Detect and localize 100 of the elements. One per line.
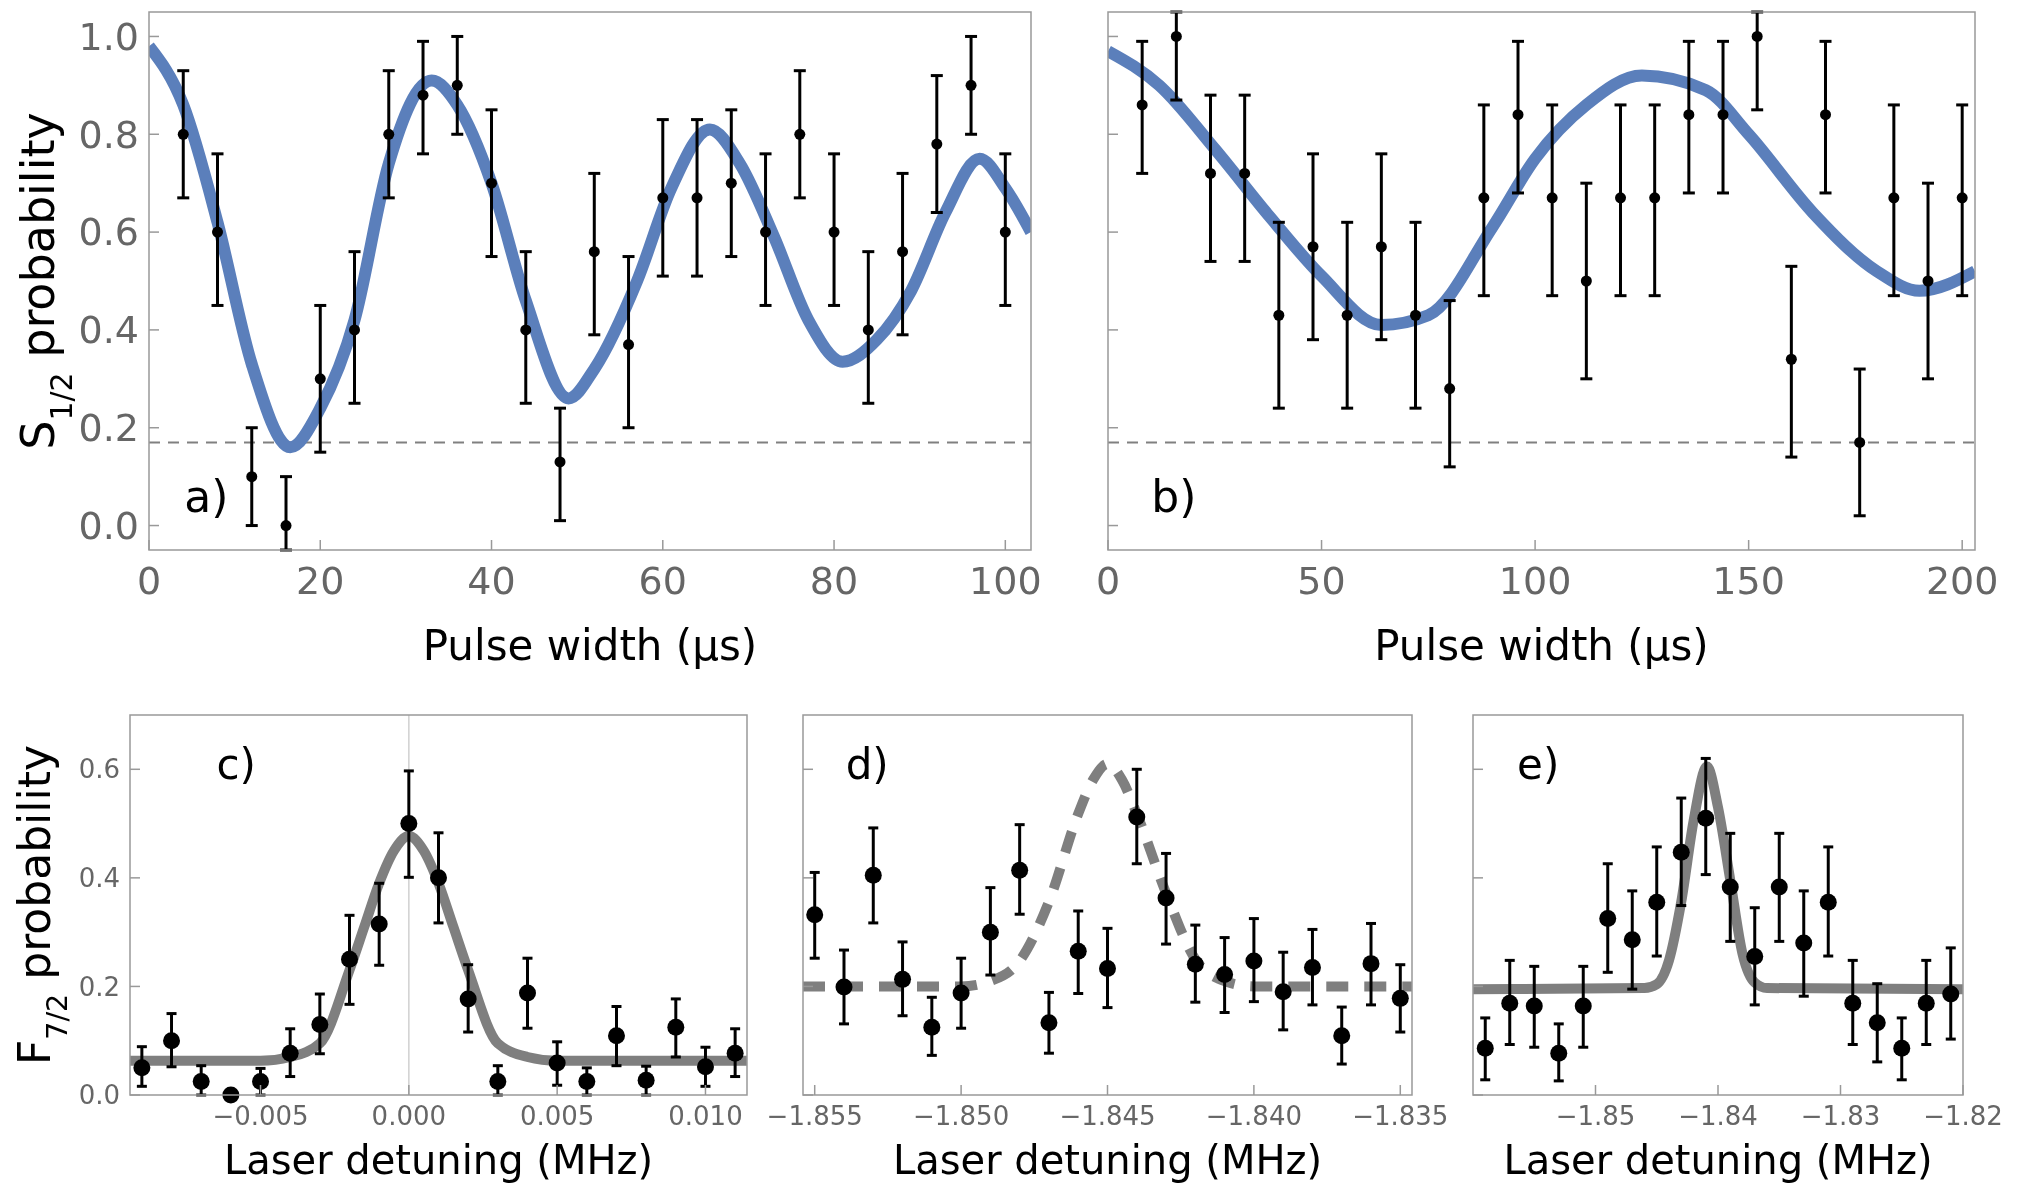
point	[1672, 843, 1690, 861]
x-tick-label: −1.85	[1555, 1100, 1636, 1131]
point	[897, 246, 909, 258]
y-tick-label: 0.4	[78, 862, 120, 893]
point	[1273, 309, 1285, 321]
point	[931, 138, 943, 150]
point	[370, 915, 388, 933]
point	[760, 226, 772, 238]
point	[281, 1044, 299, 1062]
point	[1615, 192, 1627, 204]
x-tick-label: −1.84	[1678, 1100, 1758, 1131]
point	[1683, 109, 1695, 121]
point	[1697, 809, 1715, 827]
point	[1795, 934, 1813, 952]
y-tick-label: 0.8	[78, 112, 139, 157]
point	[212, 226, 224, 238]
point	[177, 128, 189, 140]
point	[548, 1054, 566, 1072]
point	[637, 1071, 655, 1089]
point	[349, 324, 361, 336]
point	[1785, 353, 1797, 365]
point	[1844, 994, 1862, 1012]
point	[417, 89, 429, 101]
point	[1751, 30, 1763, 42]
point	[864, 866, 882, 884]
point	[1099, 960, 1116, 978]
point	[1956, 192, 1968, 204]
point	[1580, 275, 1592, 287]
point	[554, 456, 566, 468]
point	[1069, 942, 1087, 960]
point	[981, 923, 999, 941]
point	[1333, 1027, 1351, 1045]
x-tick-label: −1.840	[1205, 1100, 1302, 1131]
point	[1854, 436, 1866, 448]
point	[1362, 955, 1380, 973]
point	[1648, 893, 1666, 911]
point	[1186, 955, 1204, 973]
annotation: d)	[845, 740, 889, 790]
point	[726, 1044, 744, 1062]
point	[459, 990, 477, 1008]
point	[383, 128, 395, 140]
point	[965, 79, 977, 91]
point	[489, 1072, 507, 1090]
point	[999, 226, 1011, 238]
x-axis-title: Laser detuning (MHz)	[892, 1137, 1323, 1183]
x-axis-title: Laser detuning (MHz)	[1503, 1137, 1933, 1183]
point	[192, 1072, 210, 1090]
point	[588, 246, 600, 258]
x-tick-label: −1.82	[1923, 1100, 2003, 1131]
point	[1819, 893, 1837, 911]
x-tick-label: 50	[1297, 558, 1346, 603]
point	[280, 520, 292, 532]
point	[1746, 948, 1764, 966]
point	[341, 950, 359, 968]
y-tick-label: 0.2	[78, 971, 120, 1002]
point	[252, 1072, 270, 1090]
point	[828, 226, 840, 238]
x-tick-label: −1.855	[766, 1100, 863, 1131]
x-tick-label: 0	[136, 558, 162, 603]
point	[667, 1018, 685, 1036]
point	[1157, 889, 1175, 907]
point	[691, 192, 703, 204]
point	[1649, 192, 1661, 204]
point	[1501, 994, 1519, 1012]
point	[430, 869, 447, 887]
point	[1245, 952, 1263, 970]
x-tick-label: 0.000	[371, 1100, 447, 1131]
annotation: c)	[216, 740, 256, 790]
x-tick-label: −1.83	[1800, 1100, 1881, 1131]
x-axis-title: Pulse width (μs)	[1374, 621, 1709, 670]
point	[862, 324, 874, 336]
x-tick-label: 80	[809, 558, 859, 603]
point	[1546, 192, 1558, 204]
point	[1274, 983, 1292, 1001]
point	[1717, 109, 1729, 121]
annotation: a)	[184, 470, 229, 522]
y-tick-label: 0.0	[78, 503, 139, 548]
x-tick-label: 100	[1498, 558, 1572, 603]
point	[1599, 910, 1617, 928]
x-tick-label: 0.005	[519, 1100, 595, 1131]
point	[894, 970, 912, 988]
point	[1525, 997, 1543, 1015]
y-tick-label: 0.2	[78, 406, 139, 451]
x-tick-label: 0	[1095, 558, 1121, 603]
x-tick-label: 150	[1712, 558, 1785, 603]
point	[1375, 241, 1387, 253]
point	[1512, 109, 1524, 121]
point	[1136, 99, 1148, 111]
x-tick-label: 40	[467, 558, 516, 603]
point	[1917, 994, 1935, 1012]
point	[1574, 997, 1592, 1015]
point	[486, 177, 498, 189]
point	[400, 815, 418, 833]
y-tick-label: 0.4	[78, 308, 139, 353]
point	[1341, 309, 1353, 321]
point	[1478, 192, 1490, 204]
x-tick-label: −1.850	[913, 1100, 1010, 1131]
point	[1868, 1014, 1886, 1032]
point	[311, 1015, 329, 1033]
x-tick-label: −1.835	[1352, 1100, 1449, 1131]
